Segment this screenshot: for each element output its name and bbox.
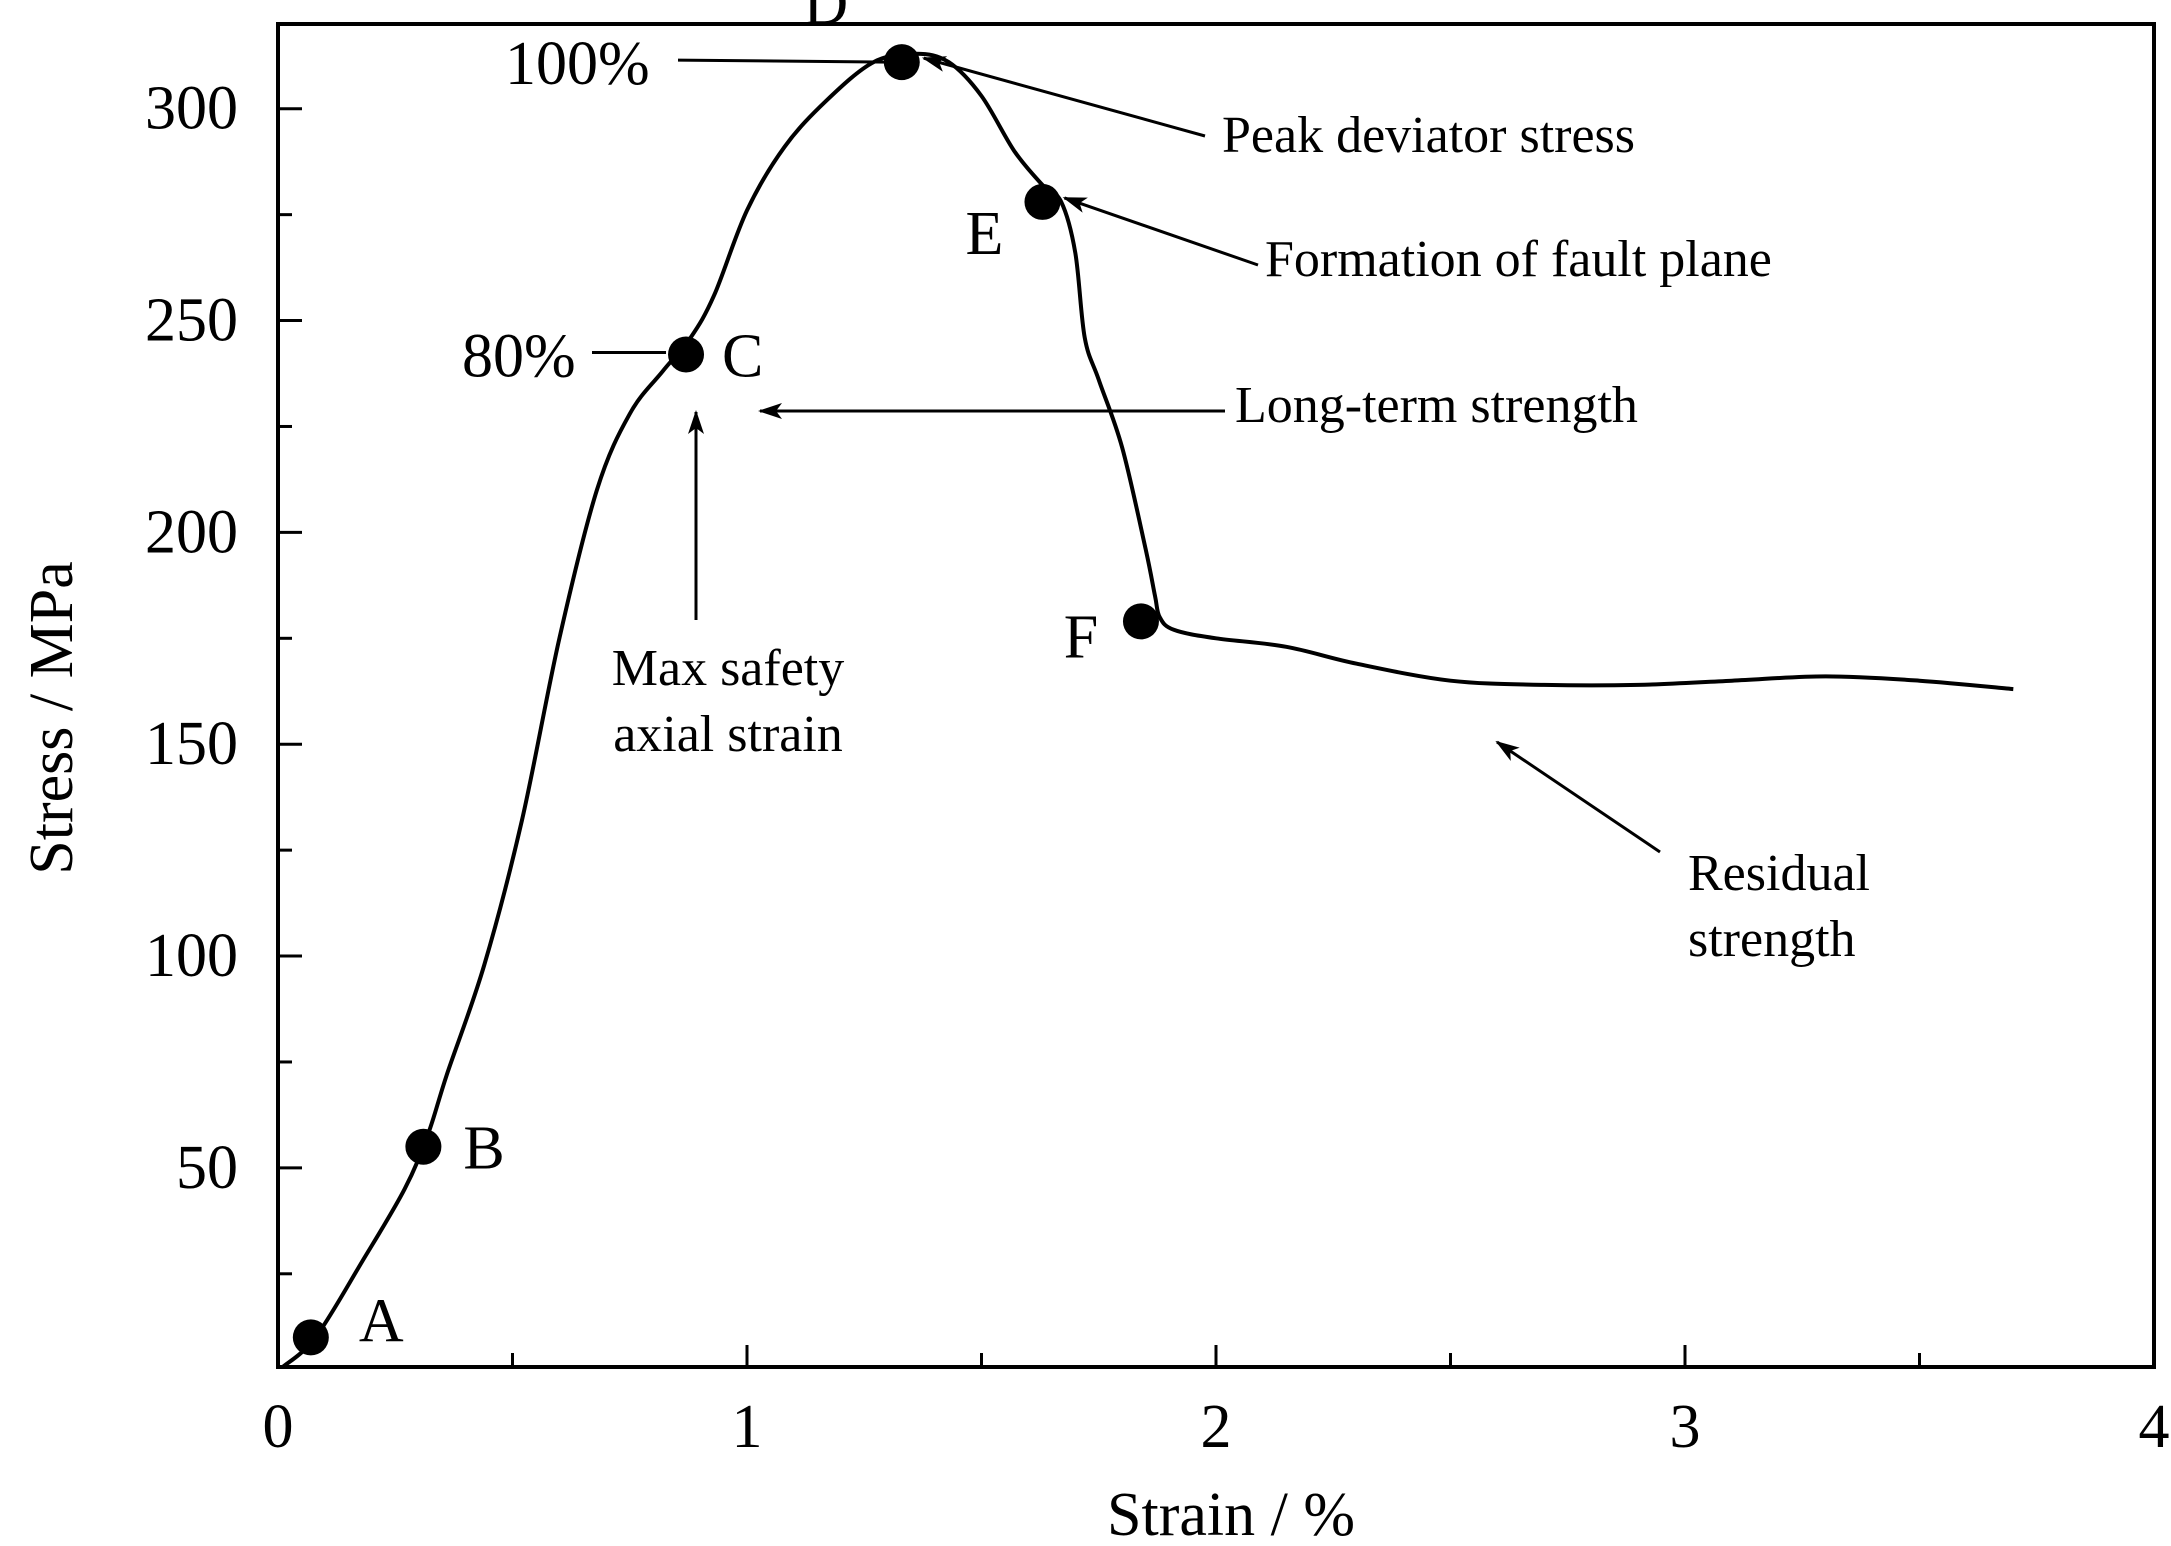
point-f-label: F <box>1064 603 1098 671</box>
point-c-marker <box>668 336 705 373</box>
x-tick-label: 3 <box>1670 1393 1701 1461</box>
annotation-1-text-line: Peak deviator stress <box>1222 107 1635 164</box>
annotation-4-text-line: axial strain <box>613 706 843 763</box>
y-axis-ticks: 50 100 150 200 250 300 <box>145 75 302 1276</box>
y-tick-label: 50 <box>176 1134 238 1202</box>
plot-frame <box>276 22 2156 1369</box>
annotation-2-arrow <box>1062 196 1259 267</box>
y-tick-label: 250 <box>145 287 238 355</box>
x-axis-title: Strain / % <box>1107 1481 1355 1546</box>
percent-label-100: 100% <box>505 30 650 98</box>
key-points: A B C D E F <box>292 0 1159 1356</box>
y-tick-label: 150 <box>145 710 238 778</box>
y-tick-label: 300 <box>145 75 238 143</box>
annotation-3-text-line: Long-term strength <box>1235 377 1638 434</box>
point-e-label: E <box>966 200 1004 268</box>
annotation-5-arrow <box>1495 740 1661 854</box>
point-c-label: C <box>722 322 763 390</box>
y-tick-label: 200 <box>145 498 238 566</box>
y-axis-title: Stress / MPa <box>18 561 86 874</box>
annotation-1-arrow <box>921 56 1206 138</box>
x-tick-label: 2 <box>1201 1393 1232 1461</box>
x-tick-label: 4 <box>2139 1393 2170 1461</box>
x-tick-label: 0 <box>263 1393 294 1461</box>
annotation-5-text-line: Residual <box>1688 845 1870 902</box>
point-b-marker <box>405 1128 442 1165</box>
point-d-marker <box>883 44 920 81</box>
point-a-label: A <box>359 1287 404 1355</box>
point-d-label: D <box>803 0 848 38</box>
y-tick-label: 100 <box>145 922 238 990</box>
annotation-5-text-line: strength <box>1688 911 1856 968</box>
stress-strain-curve <box>281 51 2014 1369</box>
x-axis-ticks: 0 1 2 3 4 <box>263 1345 2170 1461</box>
point-b-label: B <box>463 1115 504 1183</box>
point-a-marker <box>292 1319 329 1356</box>
point-e-marker <box>1024 183 1061 220</box>
annotation-4-text-line: Max safety <box>612 640 844 697</box>
x-tick-label: 1 <box>732 1393 763 1461</box>
percent-100-leader-line <box>677 58 891 64</box>
point-f-marker <box>1122 603 1159 640</box>
annotation-2-text-line: Formation of fault plane <box>1265 231 1772 288</box>
percent-label-80: 80% <box>462 322 576 390</box>
annotations: 100% 80% Peak deviator stress Formation of … <box>462 30 1870 968</box>
